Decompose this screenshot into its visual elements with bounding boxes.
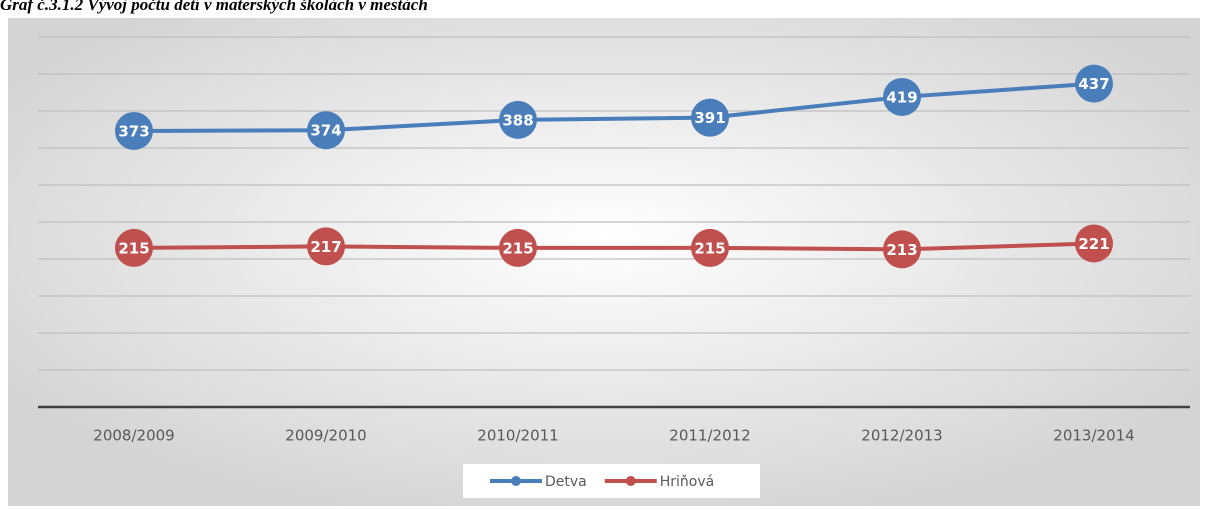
- legend-marker: [625, 476, 636, 486]
- series-line: [133, 241, 1095, 252]
- data-label: 419: [886, 88, 917, 106]
- data-label: 373: [118, 122, 149, 140]
- data-label: 388: [502, 111, 533, 129]
- x-tick-label: 2010/2011: [477, 427, 558, 445]
- data-label: 391: [694, 109, 725, 127]
- point-marker: [307, 227, 345, 266]
- point-marker: [1075, 224, 1113, 263]
- point-marker: [115, 228, 153, 267]
- x-tick-label: 2009/2010: [285, 427, 366, 445]
- chart-background: [8, 18, 1200, 506]
- legend-label: Detva: [545, 474, 587, 490]
- data-label: 213: [886, 241, 917, 259]
- point-marker: [499, 100, 537, 139]
- x-tick-label: 2013/2014: [1053, 427, 1134, 445]
- chart-title: Graf č.3.1.2 Vývoj počtu detí v materský…: [0, 0, 428, 14]
- point-marker: [499, 228, 537, 267]
- data-label: 221: [1078, 235, 1109, 253]
- point-marker: [115, 111, 153, 150]
- series-line: [133, 81, 1095, 133]
- point-marker: [1075, 64, 1113, 103]
- x-tick-label: 2008/2009: [93, 427, 174, 445]
- point-marker: [307, 111, 345, 150]
- point-marker: [883, 77, 921, 116]
- data-label: 215: [694, 239, 725, 257]
- legend-label: Hriňová: [660, 474, 714, 490]
- point-marker: [691, 98, 729, 137]
- data-label: 437: [1078, 75, 1109, 93]
- data-label: 374: [310, 122, 341, 140]
- data-label: 215: [502, 239, 533, 257]
- data-label: 215: [118, 239, 149, 257]
- legend-marker: [511, 476, 521, 486]
- point-marker: [691, 228, 729, 267]
- x-tick-label: 2011/2012: [669, 427, 750, 445]
- x-tick-label: 2012/2013: [861, 427, 942, 445]
- point-marker: [883, 230, 921, 269]
- data-label: 217: [310, 238, 341, 256]
